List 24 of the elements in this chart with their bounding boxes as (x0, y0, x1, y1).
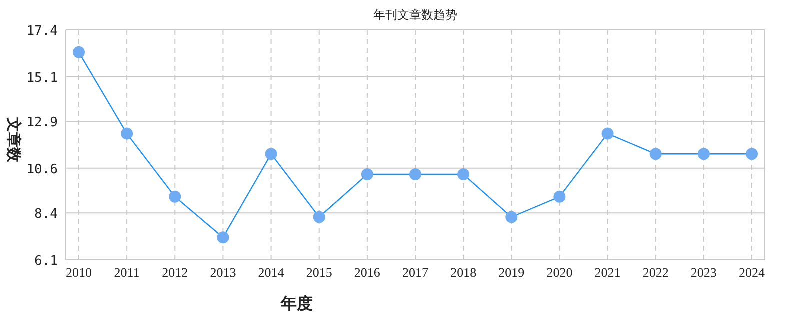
x-tick-label: 2010 (66, 265, 92, 280)
x-tick-label: 2014 (258, 265, 285, 280)
y-tick-label: 12.9 (26, 116, 58, 131)
x-tick-label: 2015 (306, 265, 332, 280)
x-tick-label: 2023 (690, 265, 717, 280)
y-axis-title: 文章数 (5, 116, 23, 164)
x-tick-label: 2018 (450, 265, 477, 280)
x-tick-label: 2012 (162, 265, 188, 280)
y-tick-label: 17.4 (26, 24, 58, 39)
x-tick-label: 2011 (114, 265, 140, 280)
x-tick-label: 2022 (642, 265, 669, 280)
x-tick-label: 2017 (402, 265, 429, 280)
y-tick-label: 8.4 (34, 207, 58, 222)
chart-title: 年刊文章数趋势 (374, 8, 458, 22)
x-tick-label: 2021 (594, 265, 621, 280)
y-tick-label: 6.1 (34, 254, 58, 269)
x-tick-label: 2019 (498, 265, 525, 280)
x-tick-label: 2020 (546, 265, 573, 280)
y-tick-label: 15.1 (26, 70, 58, 86)
x-tick-label: 2024 (739, 265, 766, 280)
x-tick-label: 2013 (210, 265, 236, 280)
y-tick-label: 10.6 (26, 162, 58, 178)
x-tick-label: 2016 (354, 265, 381, 280)
x-axis-title: 年度 (280, 294, 313, 313)
